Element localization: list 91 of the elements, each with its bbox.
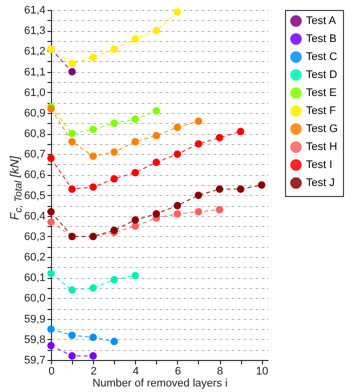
point — [110, 276, 118, 284]
y-tick-label: 61,1 — [24, 66, 46, 78]
y-tick-label: 60,5 — [24, 190, 46, 202]
y-tick-label: 60,6 — [24, 169, 46, 182]
point — [174, 8, 182, 16]
point — [68, 332, 76, 339]
point — [68, 185, 76, 193]
legend-label: Test G — [306, 123, 338, 135]
y-tick-label: 61,4 — [24, 4, 46, 16]
y-tick-label: 60,7 — [24, 148, 46, 161]
point — [47, 154, 55, 162]
point — [89, 183, 97, 191]
point — [110, 338, 118, 346]
y-tick-label: 61,3 — [24, 25, 46, 38]
point — [236, 128, 244, 136]
point — [216, 134, 224, 142]
point — [110, 226, 118, 234]
legend-label: Test A — [306, 15, 337, 27]
point — [152, 107, 160, 115]
y-tick-label: 60,9 — [24, 107, 46, 120]
point — [132, 168, 139, 176]
point — [68, 68, 76, 76]
point — [194, 140, 202, 148]
point — [68, 60, 76, 68]
point — [174, 202, 182, 210]
point — [47, 218, 55, 226]
point — [132, 222, 139, 230]
point — [174, 210, 182, 218]
point — [152, 210, 160, 218]
x-tick-label: 2 — [90, 366, 97, 378]
point — [68, 138, 76, 146]
x-tick-label: 10 — [256, 366, 268, 378]
point — [152, 132, 160, 140]
x-axis-title: Number of removed layers i — [92, 378, 228, 390]
x-tick-label: 8 — [216, 366, 224, 378]
point — [194, 117, 202, 125]
legend-label: Test I — [306, 159, 332, 171]
point — [89, 126, 97, 134]
point — [89, 54, 97, 62]
legend-label: Test H — [306, 141, 338, 153]
y-tick-label: 61,2 — [24, 46, 46, 58]
point — [68, 286, 76, 294]
y-tick-label: 60,0 — [24, 292, 46, 305]
point — [68, 352, 76, 360]
point — [89, 334, 97, 342]
point — [47, 208, 55, 216]
point — [110, 148, 118, 156]
point — [47, 270, 55, 278]
point — [132, 35, 139, 43]
point — [194, 208, 202, 216]
point — [236, 185, 244, 193]
y-tick-label: 60,3 — [24, 230, 46, 243]
y-tick-label: 59,7 — [24, 354, 46, 366]
y-tick-label: 60,4 — [24, 210, 46, 222]
y-tick-label: 60,8 — [24, 128, 46, 140]
x-tick-label: 6 — [174, 366, 181, 378]
point — [110, 45, 118, 53]
legend-label: Test C — [306, 51, 338, 63]
y-tick-label: 60,1 — [24, 272, 46, 284]
point — [152, 26, 160, 34]
point — [110, 120, 118, 127]
x-tick-label: 4 — [132, 366, 139, 378]
legend-label: Test E — [306, 87, 337, 99]
point — [47, 342, 55, 350]
point — [194, 192, 202, 199]
point — [89, 352, 97, 360]
point — [174, 124, 182, 132]
point — [132, 115, 139, 123]
point — [110, 175, 118, 183]
y-tick-label: 59,8 — [24, 334, 46, 346]
y-tick-label: 60,2 — [24, 252, 46, 264]
point — [258, 181, 266, 189]
legend-label: Test B — [306, 33, 337, 45]
legend-label: Test D — [306, 69, 338, 81]
point — [47, 105, 55, 113]
legend-label: Test J — [306, 177, 335, 189]
y-tick-label: 61,0 — [24, 86, 46, 99]
point — [216, 206, 224, 214]
point — [68, 130, 76, 138]
legend-label: Test F — [306, 105, 336, 117]
point — [174, 150, 182, 158]
point — [132, 272, 139, 280]
point — [132, 216, 139, 224]
point — [216, 185, 224, 193]
point — [47, 325, 55, 333]
point — [132, 138, 139, 146]
x-tick-label: 0 — [48, 366, 55, 378]
point — [89, 152, 97, 160]
point — [89, 284, 97, 292]
point — [152, 158, 160, 166]
y-tick-label: 59,9 — [24, 313, 46, 326]
